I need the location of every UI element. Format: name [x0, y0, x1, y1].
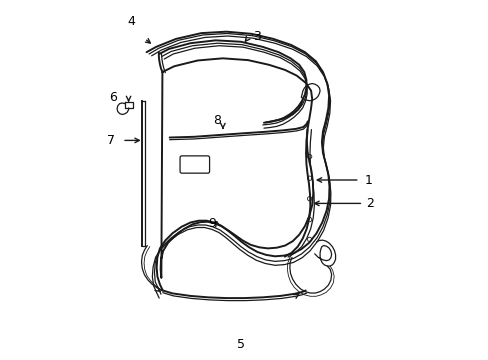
Text: 9: 9 [208, 217, 216, 230]
Text: 6: 6 [109, 91, 117, 104]
Text: 2: 2 [366, 197, 374, 210]
Text: 7: 7 [107, 134, 115, 147]
Text: 5: 5 [236, 338, 244, 351]
Text: 1: 1 [364, 174, 372, 186]
Text: 8: 8 [213, 114, 221, 127]
Text: 3: 3 [253, 30, 261, 42]
Text: 4: 4 [127, 15, 135, 28]
